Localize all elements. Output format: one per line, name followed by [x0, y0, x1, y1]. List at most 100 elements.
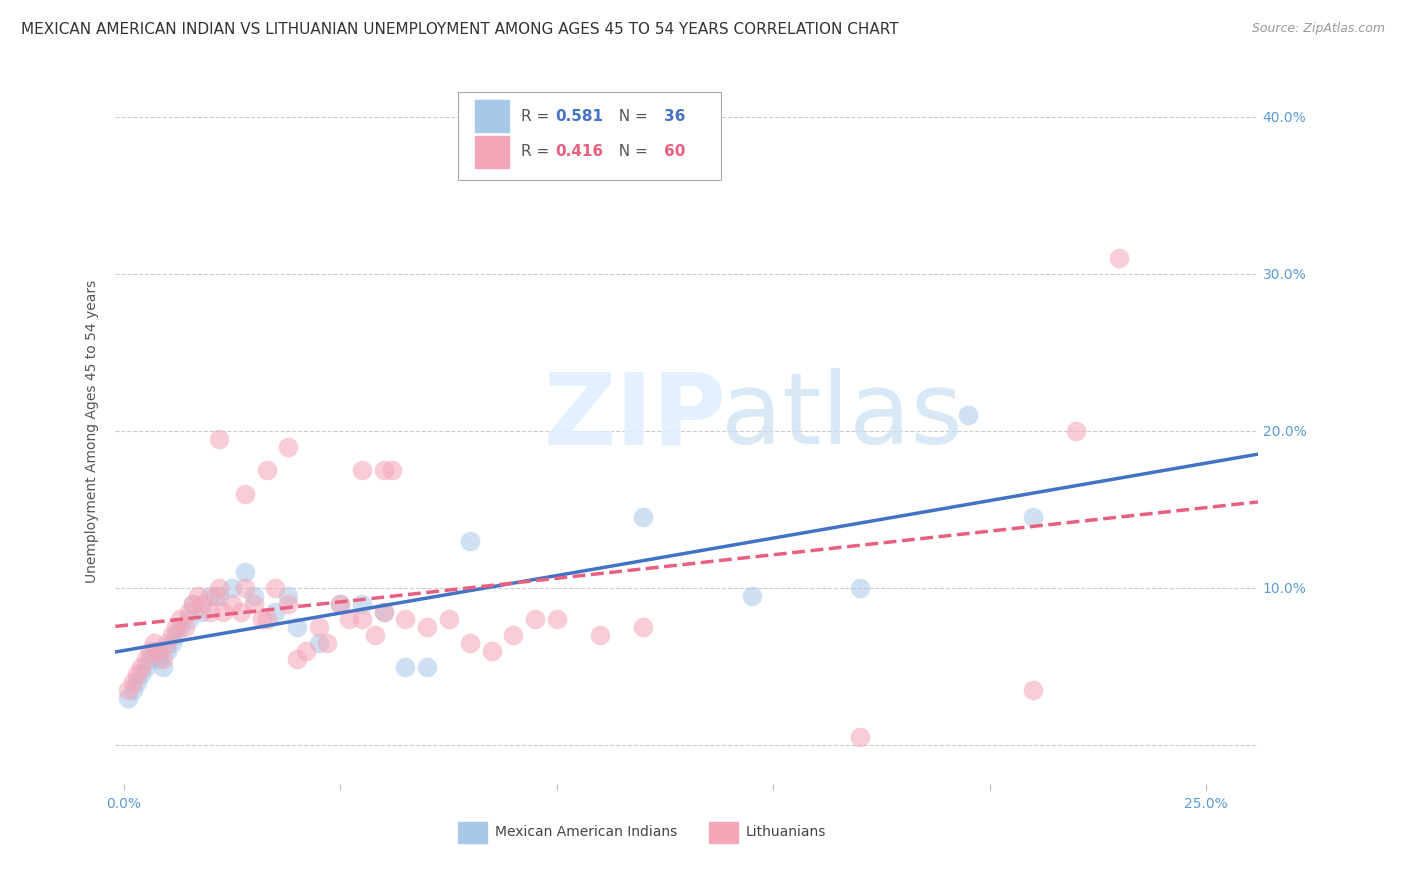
Point: [394, 612, 416, 626]
Point: [524, 612, 547, 626]
Text: 60: 60: [664, 145, 685, 159]
Point: [160, 628, 183, 642]
Point: [308, 620, 330, 634]
Point: [741, 589, 763, 603]
Y-axis label: Unemployment Among Ages 45 to 54 years: Unemployment Among Ages 45 to 54 years: [86, 279, 100, 582]
Point: [329, 597, 352, 611]
Point: [121, 675, 143, 690]
Point: [337, 612, 360, 626]
Text: N =: N =: [609, 145, 652, 159]
Point: [233, 566, 256, 580]
Point: [181, 597, 204, 611]
Point: [117, 690, 139, 705]
Point: [277, 597, 299, 611]
Text: N =: N =: [609, 109, 652, 124]
Text: 0.416: 0.416: [555, 145, 603, 159]
Text: Mexican American Indians: Mexican American Indians: [495, 825, 676, 839]
Point: [416, 620, 439, 634]
Point: [177, 605, 200, 619]
Point: [373, 605, 395, 619]
Point: [256, 463, 278, 477]
Point: [416, 659, 439, 673]
Point: [208, 432, 231, 446]
Point: [139, 644, 162, 658]
Point: [200, 589, 222, 603]
Point: [135, 659, 157, 673]
Point: [277, 440, 299, 454]
Point: [350, 597, 373, 611]
Point: [589, 628, 612, 642]
Point: [221, 581, 243, 595]
Text: MEXICAN AMERICAN INDIAN VS LITHUANIAN UNEMPLOYMENT AMONG AGES 45 TO 54 YEARS COR: MEXICAN AMERICAN INDIAN VS LITHUANIAN UN…: [21, 22, 898, 37]
Text: R =: R =: [520, 109, 554, 124]
Point: [152, 651, 174, 665]
Point: [148, 644, 170, 658]
Point: [350, 612, 373, 626]
Point: [285, 651, 308, 665]
FancyBboxPatch shape: [475, 101, 509, 132]
Point: [364, 628, 387, 642]
Point: [285, 620, 308, 634]
Point: [156, 636, 179, 650]
Text: atlas: atlas: [721, 368, 963, 466]
Text: R =: R =: [520, 145, 554, 159]
Point: [481, 644, 503, 658]
Point: [848, 581, 870, 595]
Point: [229, 605, 252, 619]
Point: [212, 605, 235, 619]
Point: [1064, 424, 1087, 438]
Point: [458, 533, 481, 548]
Point: [308, 636, 330, 650]
Point: [177, 612, 200, 626]
FancyBboxPatch shape: [475, 136, 509, 168]
Point: [294, 644, 316, 658]
Point: [173, 620, 195, 634]
Point: [373, 605, 395, 619]
Point: [458, 636, 481, 650]
FancyBboxPatch shape: [458, 822, 486, 843]
Point: [264, 581, 287, 595]
Point: [129, 667, 152, 681]
Point: [256, 612, 278, 626]
Point: [546, 612, 568, 626]
Point: [1022, 510, 1045, 524]
Point: [373, 463, 395, 477]
Point: [135, 651, 157, 665]
Point: [165, 628, 187, 642]
Point: [117, 683, 139, 698]
Point: [848, 730, 870, 744]
Point: [125, 675, 148, 690]
Point: [252, 612, 274, 626]
Point: [169, 620, 191, 634]
Point: [200, 605, 222, 619]
Point: [181, 597, 204, 611]
Point: [1108, 251, 1130, 265]
Point: [956, 408, 979, 422]
Point: [208, 581, 231, 595]
Point: [394, 659, 416, 673]
Point: [129, 659, 152, 673]
Point: [633, 620, 655, 634]
Point: [125, 667, 148, 681]
Point: [633, 510, 655, 524]
Point: [502, 628, 524, 642]
Point: [350, 463, 373, 477]
Point: [264, 605, 287, 619]
Point: [156, 644, 179, 658]
FancyBboxPatch shape: [458, 92, 721, 180]
Point: [233, 581, 256, 595]
Point: [165, 620, 187, 634]
Point: [1022, 683, 1045, 698]
Point: [191, 597, 214, 611]
Point: [148, 651, 170, 665]
Point: [437, 612, 460, 626]
Text: Lithuanians: Lithuanians: [747, 825, 827, 839]
Point: [381, 463, 404, 477]
FancyBboxPatch shape: [710, 822, 738, 843]
Text: ZIP: ZIP: [544, 368, 727, 466]
Point: [191, 605, 214, 619]
Point: [169, 612, 191, 626]
Point: [160, 636, 183, 650]
Point: [143, 644, 166, 658]
Point: [329, 597, 352, 611]
